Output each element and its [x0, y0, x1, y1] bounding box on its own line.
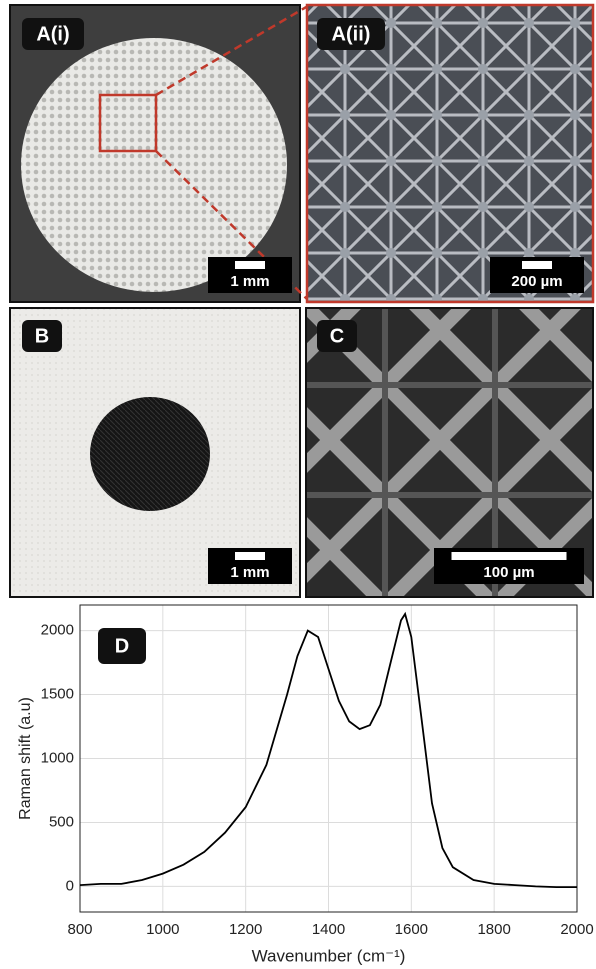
panel-label: A(i) — [36, 23, 69, 45]
x-tick-label: 1400 — [312, 921, 345, 938]
x-tick-label: 1600 — [395, 921, 428, 938]
x-tick-label: 1200 — [229, 921, 262, 938]
panel-label: A(ii) — [332, 23, 371, 45]
scale-bar — [235, 552, 265, 560]
x-tick-label: 2000 — [560, 921, 593, 938]
scale-label: 100 µm — [483, 564, 534, 581]
scale-label: 200 µm — [511, 273, 562, 290]
x-tick-label: 800 — [67, 921, 92, 938]
x-tick-label: 1800 — [477, 921, 510, 938]
scale-label: 1 mm — [230, 564, 269, 581]
y-axis-label: Raman shift (a.u) — [17, 697, 34, 820]
scale-bar — [235, 261, 265, 269]
y-tick-label: 1000 — [41, 749, 74, 766]
scale-bar — [452, 552, 567, 560]
y-tick-label: 500 — [49, 813, 74, 830]
panel-label: C — [330, 325, 344, 347]
y-tick-label: 2000 — [41, 622, 74, 639]
y-tick-label: 0 — [66, 877, 74, 894]
scale-bar — [522, 261, 552, 269]
panel-label: B — [35, 325, 49, 347]
panel-label: D — [115, 635, 129, 657]
x-tick-label: 1000 — [146, 921, 179, 938]
figure: A(i) 1 mm A(ii) 200 µm B 1 mm C 100 µm 800 1000 12… — [0, 0, 596, 969]
scale-label: 1 mm — [230, 273, 269, 290]
y-tick-label: 1500 — [41, 686, 74, 703]
x-axis-label: Wavenumber (cm⁻¹) — [252, 946, 406, 965]
